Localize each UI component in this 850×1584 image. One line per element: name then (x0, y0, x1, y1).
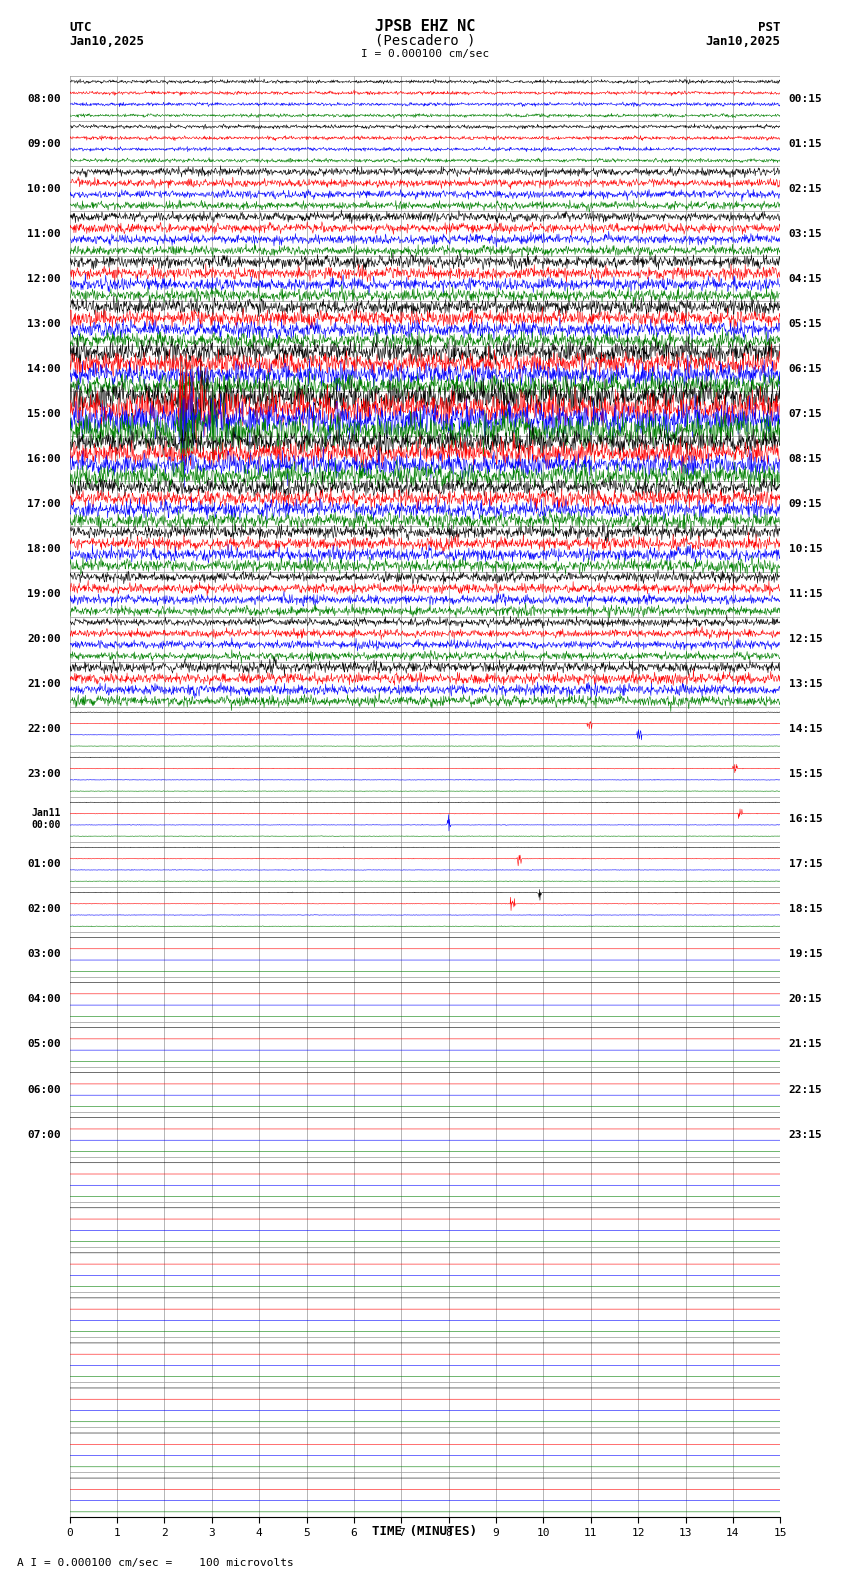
Text: 04:15: 04:15 (789, 274, 823, 284)
Text: 00:15: 00:15 (789, 93, 823, 103)
Text: Jan11
00:00: Jan11 00:00 (31, 808, 61, 830)
Text: 03:15: 03:15 (789, 228, 823, 239)
Text: A I = 0.000100 cm/sec =    100 microvolts: A I = 0.000100 cm/sec = 100 microvolts (17, 1559, 294, 1568)
Text: PST: PST (758, 21, 780, 33)
Text: 11:00: 11:00 (27, 228, 61, 239)
Text: Jan10,2025: Jan10,2025 (70, 35, 144, 48)
Text: (Pescadero ): (Pescadero ) (375, 33, 475, 48)
Text: 20:15: 20:15 (789, 995, 823, 1004)
Text: 23:15: 23:15 (789, 1129, 823, 1139)
Text: 01:15: 01:15 (789, 138, 823, 149)
Text: 02:00: 02:00 (27, 904, 61, 914)
Text: 18:15: 18:15 (789, 904, 823, 914)
Text: 06:15: 06:15 (789, 364, 823, 374)
Text: 15:00: 15:00 (27, 409, 61, 418)
Text: 09:15: 09:15 (789, 499, 823, 508)
Text: 19:00: 19:00 (27, 589, 61, 599)
Text: 03:00: 03:00 (27, 949, 61, 960)
Text: 05:15: 05:15 (789, 318, 823, 329)
Text: 11:15: 11:15 (789, 589, 823, 599)
Text: Jan10,2025: Jan10,2025 (706, 35, 780, 48)
Text: 10:15: 10:15 (789, 543, 823, 554)
Text: 23:00: 23:00 (27, 770, 61, 779)
Text: 14:00: 14:00 (27, 364, 61, 374)
Text: UTC: UTC (70, 21, 92, 33)
Text: 07:00: 07:00 (27, 1129, 61, 1139)
Text: 04:00: 04:00 (27, 995, 61, 1004)
Text: 12:15: 12:15 (789, 634, 823, 645)
Text: 12:00: 12:00 (27, 274, 61, 284)
Text: 20:00: 20:00 (27, 634, 61, 645)
Text: 10:00: 10:00 (27, 184, 61, 193)
Text: 08:15: 08:15 (789, 455, 823, 464)
Text: 22:15: 22:15 (789, 1085, 823, 1095)
Text: JPSB EHZ NC: JPSB EHZ NC (375, 19, 475, 33)
Text: 07:15: 07:15 (789, 409, 823, 418)
Text: 21:15: 21:15 (789, 1039, 823, 1050)
Text: 19:15: 19:15 (789, 949, 823, 960)
Text: 16:00: 16:00 (27, 455, 61, 464)
Text: 05:00: 05:00 (27, 1039, 61, 1050)
Text: 14:15: 14:15 (789, 724, 823, 735)
Text: 22:00: 22:00 (27, 724, 61, 735)
Text: 18:00: 18:00 (27, 543, 61, 554)
Text: 09:00: 09:00 (27, 138, 61, 149)
Text: 13:00: 13:00 (27, 318, 61, 329)
Text: 13:15: 13:15 (789, 680, 823, 689)
Text: 02:15: 02:15 (789, 184, 823, 193)
Text: 16:15: 16:15 (789, 814, 823, 824)
Text: 06:00: 06:00 (27, 1085, 61, 1095)
Text: I = 0.000100 cm/sec: I = 0.000100 cm/sec (361, 49, 489, 59)
Text: 08:00: 08:00 (27, 93, 61, 103)
Text: 15:15: 15:15 (789, 770, 823, 779)
Text: 17:00: 17:00 (27, 499, 61, 508)
Text: TIME (MINUTES): TIME (MINUTES) (372, 1525, 478, 1538)
Text: 17:15: 17:15 (789, 859, 823, 870)
Text: 21:00: 21:00 (27, 680, 61, 689)
Text: 01:00: 01:00 (27, 859, 61, 870)
